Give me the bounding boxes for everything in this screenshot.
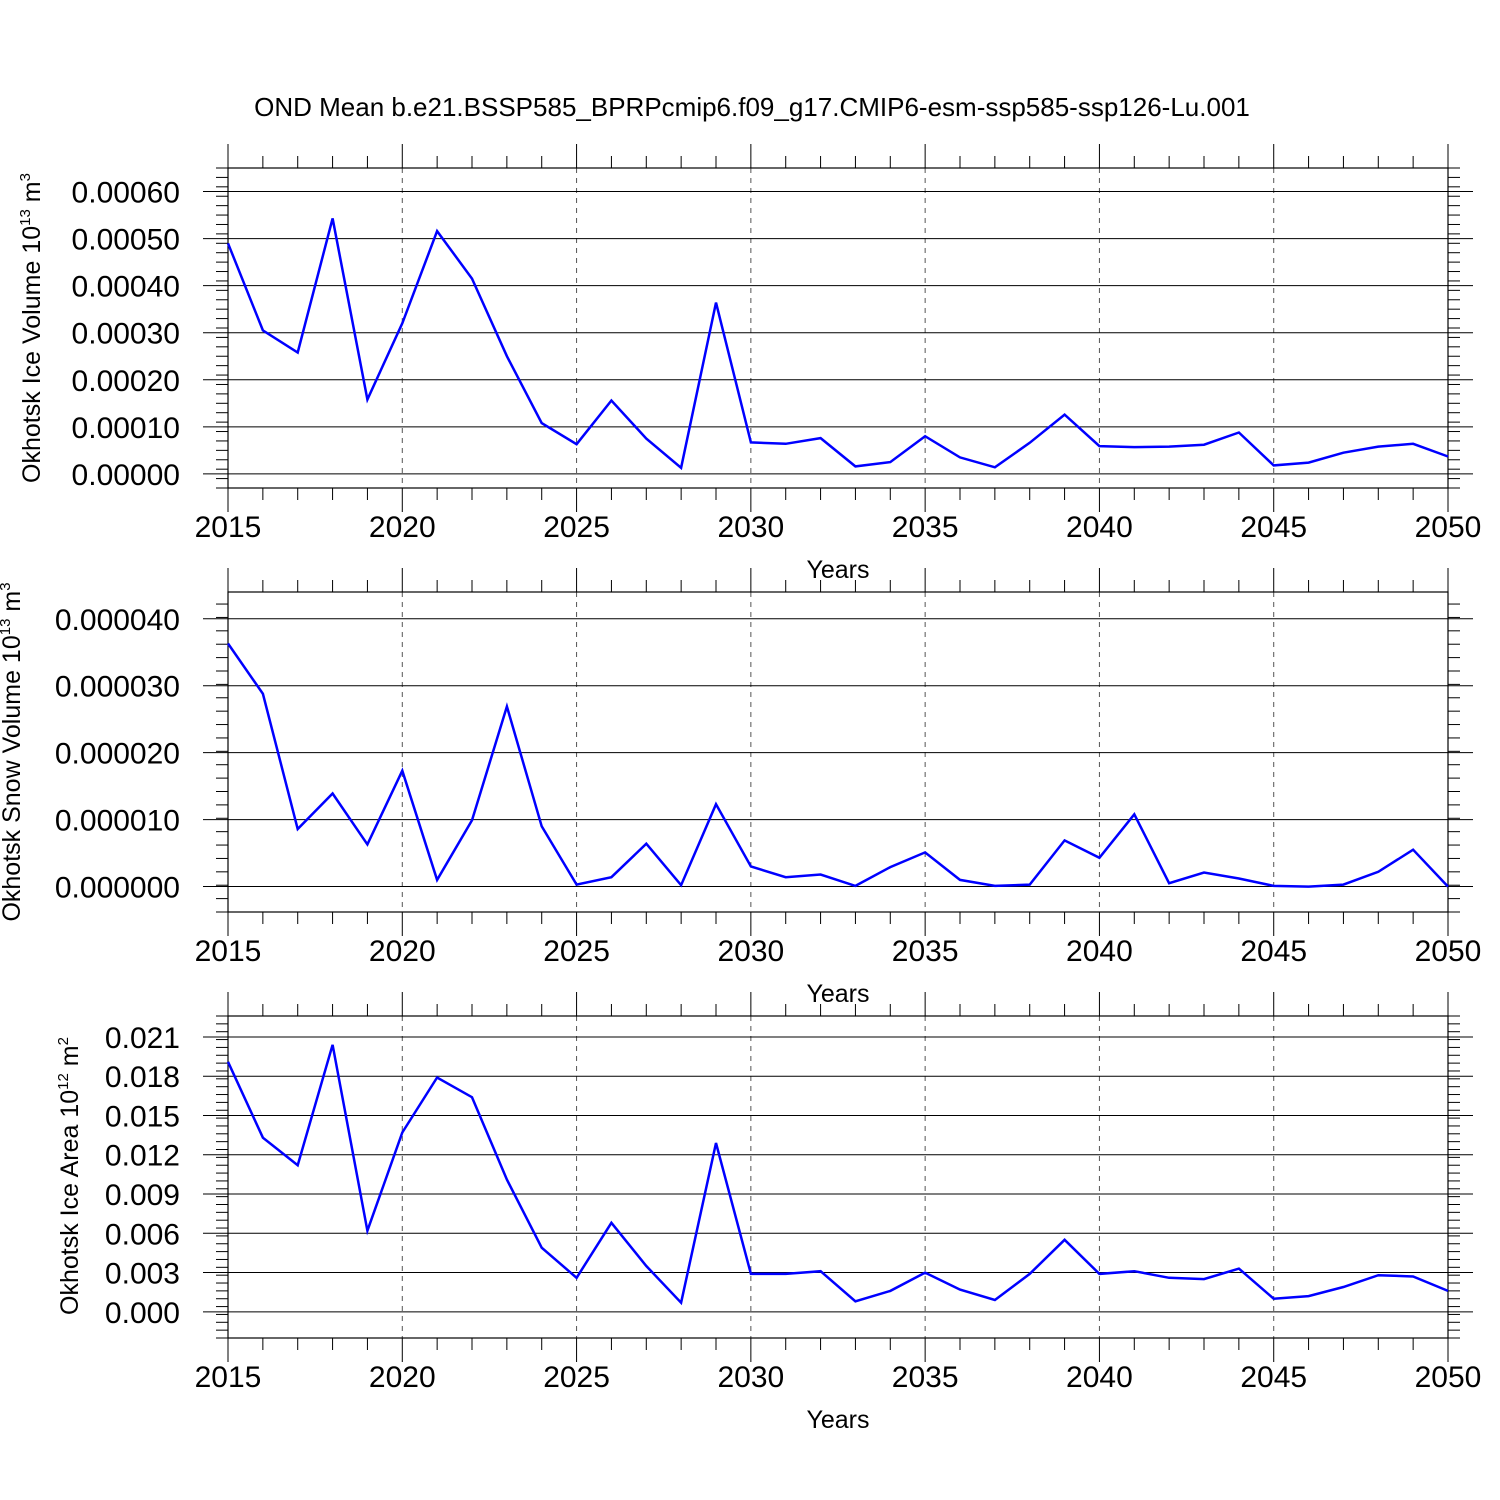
x-tick-label: 2020: [369, 511, 436, 544]
y-tick-label: 0.00030: [72, 318, 180, 351]
x-tick-label: 2050: [1415, 935, 1482, 968]
x-tick-label: 2035: [892, 511, 959, 544]
x-tick-label: 2025: [543, 1361, 610, 1394]
chart-panels: 0.00000 0.00010 0.00020 0.00030 0.00040 0.000…: [0, 144, 1481, 1434]
y-tick-label: 0.018: [105, 1061, 180, 1094]
y-axis-label: Okhotsk Ice Area 1012 m2: [55, 1037, 84, 1315]
x-axis-label: Years: [806, 556, 869, 584]
y-tick-label: 0.012: [105, 1140, 180, 1173]
figure-title: OND Mean b.e21.BSSP585_BPRPcmip6.f09_g17…: [254, 92, 1250, 122]
y-tick-label: 0.000000: [55, 872, 180, 905]
x-tick-label: 2030: [717, 935, 784, 968]
y-tick-label: 0.000040: [55, 604, 180, 637]
y-tick-label: 0.021: [105, 1022, 180, 1055]
x-tick-label: 2040: [1066, 511, 1133, 544]
y-tick-label: 0.000030: [55, 671, 180, 704]
y-tick-label: 0.000020: [55, 738, 180, 771]
x-tick-label: 2050: [1415, 511, 1482, 544]
series-line: [226, 218, 1449, 471]
x-tick-label: 2040: [1066, 935, 1133, 968]
panel-1: 0.00000 0.00010 0.00020 0.00030 0.00040 0.000…: [17, 144, 1481, 584]
y-tick-label: 0.00010: [72, 412, 180, 445]
x-tick-label: 2020: [369, 1361, 436, 1394]
x-tick-label: 2035: [892, 935, 959, 968]
y-tick-label: 0.00050: [72, 224, 180, 257]
y-tick-label: 0.00000: [72, 459, 180, 492]
y-tick-label: 0.003: [105, 1258, 180, 1291]
x-tick-label: 2020: [369, 935, 436, 968]
x-tick-label: 2015: [195, 511, 262, 544]
y-tick-label: 0.00020: [72, 365, 180, 398]
axis-frame: [227, 591, 1449, 913]
panel-3: 0.000 0.003 0.006 0.009 0.012 0.015 0.018 0.021…: [55, 992, 1481, 1434]
y-tick-label: 0.006: [105, 1218, 180, 1251]
x-tick-label: 2035: [892, 1361, 959, 1394]
axis-frame: [227, 167, 1449, 489]
y-tick-label: 0.015: [105, 1100, 180, 1133]
y-tick-label: 0.00060: [72, 177, 180, 210]
x-tick-label: 2015: [195, 935, 262, 968]
x-tick-label: 2030: [717, 1361, 784, 1394]
x-tick-label: 2040: [1066, 1361, 1133, 1394]
y-tick-label: 0.009: [105, 1179, 180, 1212]
axis-frame: [227, 1015, 1449, 1339]
series-line: [226, 642, 1449, 888]
panel-2: 0.000000 0.000010 0.000020 0.000030 0.000040…: [0, 568, 1481, 1008]
y-axis-label: Okhotsk Snow Volume 1013 m3: [0, 582, 26, 921]
x-tick-label: 2045: [1240, 511, 1307, 544]
y-axis-label: Okhotsk Ice Volume 1013 m3: [17, 173, 46, 483]
y-tick-label: 0.000010: [55, 805, 180, 838]
x-axis-label: Years: [806, 1406, 869, 1434]
x-tick-label: 2015: [195, 1361, 262, 1394]
x-tick-label: 2025: [543, 511, 610, 544]
x-tick-label: 2045: [1240, 935, 1307, 968]
x-tick-label: 2050: [1415, 1361, 1482, 1394]
x-tick-label: 2030: [717, 511, 784, 544]
x-tick-label: 2045: [1240, 1361, 1307, 1394]
x-axis-label: Years: [806, 980, 869, 1008]
series-line: [226, 1044, 1449, 1306]
x-tick-label: 2025: [543, 935, 610, 968]
y-tick-label: 0.000: [105, 1297, 180, 1330]
y-tick-label: 0.00040: [72, 271, 180, 304]
